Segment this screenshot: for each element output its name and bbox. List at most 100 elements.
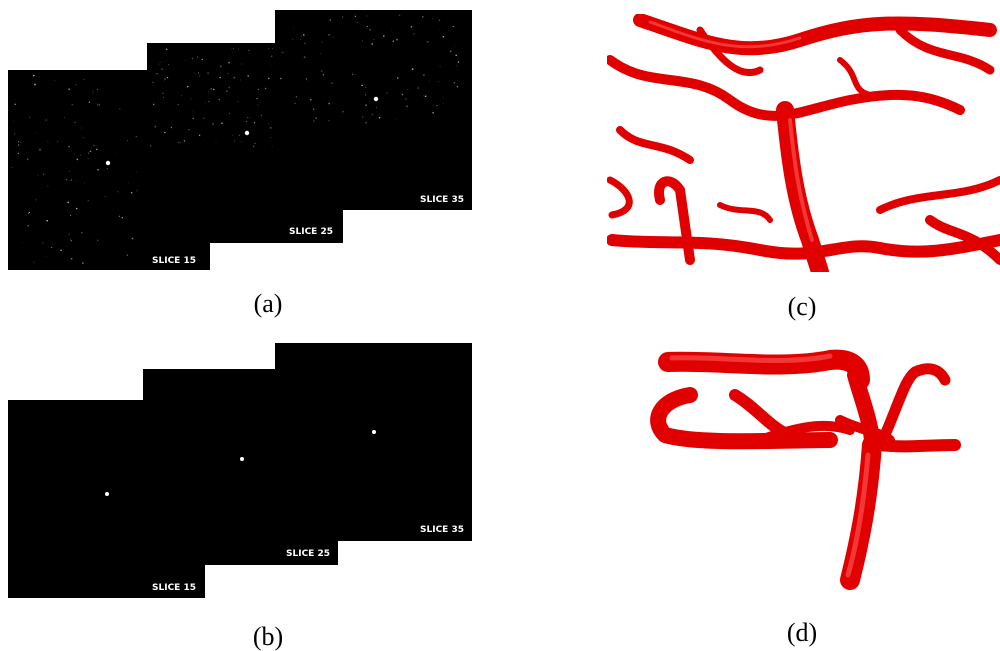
speckle-dot <box>29 212 30 213</box>
speckle-dot <box>199 74 200 75</box>
speckle-dot <box>70 239 71 240</box>
speckle-dot <box>132 238 134 240</box>
speckle-dot <box>261 115 262 116</box>
speckle-dot <box>46 256 47 257</box>
speckle-dot <box>38 175 39 176</box>
speckle-dot <box>171 127 172 128</box>
speckle-dot <box>76 159 78 161</box>
speckle-dot <box>372 114 374 116</box>
speckle-dot <box>119 216 120 217</box>
speckle-dot <box>207 72 209 74</box>
speckle-dot <box>158 64 159 65</box>
speckle-dot <box>301 35 302 36</box>
speckle-dot <box>164 132 166 134</box>
speckle-dot <box>423 74 425 76</box>
speckle-dot <box>88 200 89 201</box>
speckle-dot <box>202 59 203 60</box>
speckle-dot <box>306 78 307 79</box>
speckle-dot <box>178 142 179 143</box>
speckle-dot <box>397 77 399 79</box>
speckle-dot <box>186 60 187 61</box>
slice-label: SLICE 35 <box>420 195 464 205</box>
speckle-dot <box>99 104 100 105</box>
speckle-dot <box>88 153 89 154</box>
speckle-dot <box>271 56 273 58</box>
speckle-dot <box>128 183 129 184</box>
speckle-dot <box>97 169 99 171</box>
speckle-dot <box>55 80 56 81</box>
vessel-dot <box>240 457 244 461</box>
speckle-dot <box>34 262 35 263</box>
speckle-dot <box>68 146 69 147</box>
speckle-dot <box>272 146 273 147</box>
speckle-dot <box>352 74 353 75</box>
speckle-dot <box>413 33 414 34</box>
panel-a: SLICE 15 SLICE 25 SLICE 35 (a) <box>8 10 472 318</box>
speckle-dot <box>67 202 69 204</box>
speckle-dot <box>256 98 258 100</box>
speckle-dot <box>164 80 165 81</box>
speckle-dot <box>458 61 460 63</box>
speckle-dot <box>355 74 356 75</box>
speckle-dot <box>365 94 366 95</box>
speckle-dot <box>212 123 213 124</box>
speckle-dot <box>97 89 98 90</box>
speckle-dot <box>323 74 324 75</box>
speckle-dot <box>322 42 323 43</box>
speckle-dot <box>71 258 73 260</box>
speckle-dot <box>226 91 227 92</box>
speckle-dot <box>195 73 196 74</box>
speckle-dot <box>187 86 189 88</box>
speckle-dot <box>76 84 77 85</box>
speckle-dot <box>367 26 368 27</box>
speckle-dot <box>70 215 71 216</box>
speckle-dot <box>36 132 37 133</box>
speckle-dot <box>219 77 221 79</box>
speckle-dot <box>438 81 439 82</box>
slice-label: SLICE 25 <box>289 227 333 237</box>
speckle-dot <box>219 99 221 101</box>
speckle-dot <box>193 111 194 112</box>
speckle-dot <box>74 153 75 154</box>
speckle-dot <box>240 80 241 81</box>
speckle-dot <box>39 149 40 150</box>
speckle-dot <box>68 88 70 90</box>
speckle-dot <box>438 29 439 30</box>
speckle-dot <box>197 56 198 57</box>
speckle-dot <box>137 190 138 191</box>
speckle-dot <box>283 52 284 53</box>
speckle-dot <box>332 82 333 83</box>
speckle-dot <box>268 48 269 49</box>
speckle-dot <box>105 196 106 197</box>
speckle-dot <box>365 87 366 88</box>
vessel-render <box>658 356 955 580</box>
figure: SLICE 15 SLICE 25 SLICE 35 (a) SLICE 15 … <box>0 0 1000 651</box>
speckle-dot <box>17 153 18 154</box>
speckle-dot <box>20 142 21 143</box>
speckle-dot <box>42 242 43 243</box>
speckle-dot <box>342 17 343 18</box>
speckle-dot <box>402 94 404 96</box>
speckle-dot <box>83 137 84 138</box>
panel-label: (a) <box>254 289 283 318</box>
speckle-dot <box>454 82 455 83</box>
speckle-dot <box>249 117 250 118</box>
speckle-dot <box>248 50 249 51</box>
speckle-dot <box>316 117 317 118</box>
speckle-dot <box>153 104 154 105</box>
speckle-dot <box>116 153 117 154</box>
speckle-dot <box>57 141 58 142</box>
speckle-dot <box>155 126 157 128</box>
speckle-dot <box>114 101 115 102</box>
speckle-dot <box>271 137 272 138</box>
speckle-dot <box>191 99 192 100</box>
speckle-dot <box>436 105 437 106</box>
speckle-dot <box>450 50 451 51</box>
speckle-dot <box>208 92 209 93</box>
speckle-dot <box>33 75 35 77</box>
speckle-dot <box>453 26 454 27</box>
speckle-dot <box>321 70 323 72</box>
speckle-dot <box>355 16 356 17</box>
speckle-dot <box>89 101 90 102</box>
speckle-dot <box>281 52 282 53</box>
